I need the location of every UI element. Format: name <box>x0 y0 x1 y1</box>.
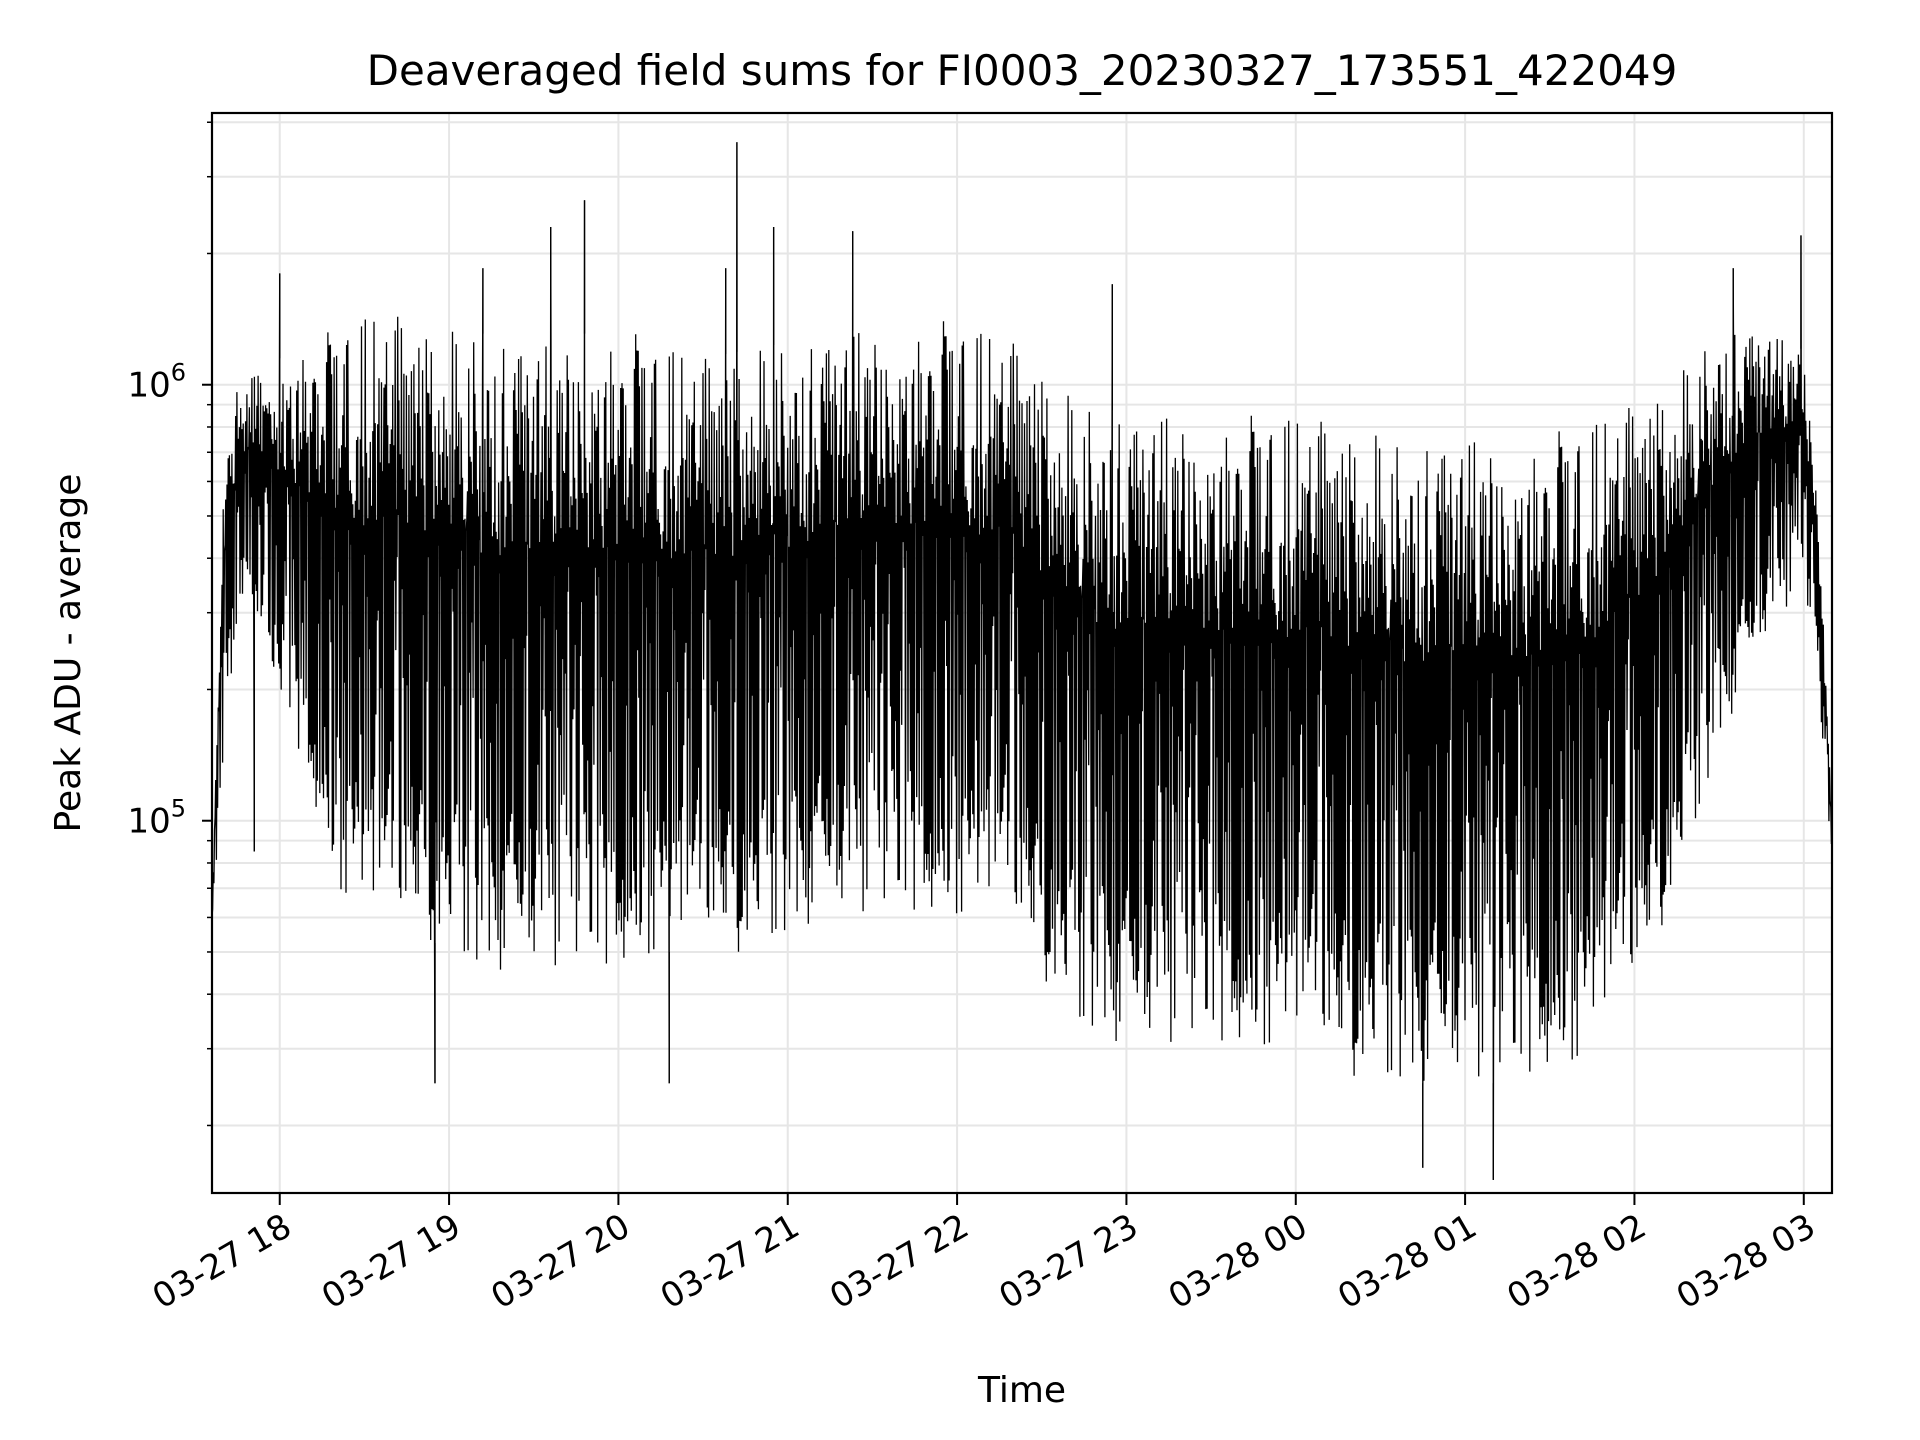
x-tick-label: 03-28 01 <box>1331 1206 1483 1317</box>
y-tick-exponent: 5 <box>171 795 186 823</box>
y-tick-base: 10 <box>127 802 170 842</box>
x-tick-label: 03-27 23 <box>993 1206 1145 1317</box>
x-tick-label: 03-28 02 <box>1501 1206 1653 1317</box>
x-tick-label: 03-27 21 <box>654 1206 806 1317</box>
y-tick-label: 105 <box>127 795 186 842</box>
plot-frame <box>210 111 1834 1195</box>
x-tick-label: 03-27 20 <box>485 1206 637 1317</box>
chart-title: Deaveraged field sums for FI0003_2023032… <box>367 46 1678 95</box>
x-tick-label: 03-27 19 <box>315 1206 467 1317</box>
x-tick-label: 03-28 03 <box>1670 1206 1822 1317</box>
x-axis-label: Time <box>977 1370 1066 1411</box>
y-tick-base: 10 <box>127 366 170 406</box>
x-tick-label: 03-27 22 <box>823 1206 975 1317</box>
y-tick-label: 106 <box>127 359 186 406</box>
x-tick-label: 03-27 18 <box>146 1206 298 1317</box>
series-layer <box>211 142 1833 1180</box>
series-line <box>211 142 1833 1180</box>
y-tick-exponent: 6 <box>171 359 186 387</box>
y-axis-label: Peak ADU - average <box>48 474 89 833</box>
x-tick-label: 03-28 00 <box>1162 1206 1314 1317</box>
